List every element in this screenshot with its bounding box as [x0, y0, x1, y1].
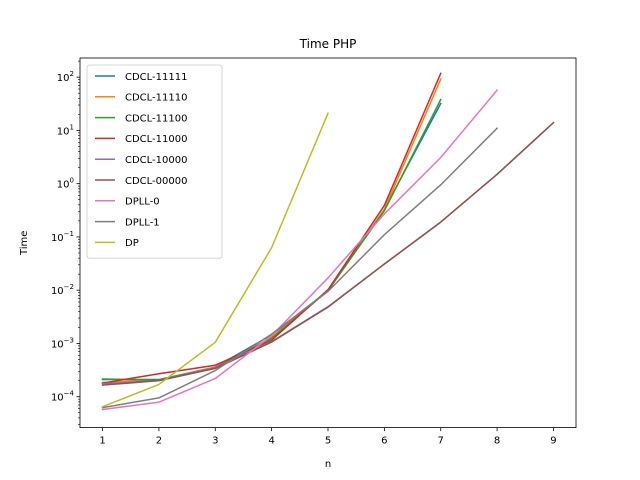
legend-label: CDCL-11111	[125, 72, 187, 83]
x-tick-label: 5	[325, 436, 331, 447]
legend-label: DP	[125, 238, 139, 249]
legend-label: CDCL-00000	[125, 176, 187, 187]
series-line-dpll-1	[101, 127, 499, 409]
x-tick-label: 3	[212, 436, 218, 447]
x-axis-ticks: 1 2 3 4 5 6 7 8 9	[99, 427, 557, 447]
legend-label: CDCL-11100	[125, 113, 187, 124]
legend-box	[86, 64, 223, 259]
x-tick-label: 8	[494, 436, 500, 447]
x-tick-label: 1	[99, 436, 105, 447]
legend-label: CDCL-11000	[125, 134, 187, 145]
y-axis-label: Time	[19, 231, 30, 256]
legend: CDCL-11111 CDCL-11110 CDCL-11100 CDCL-11000…	[86, 64, 223, 259]
x-tick-label: 7	[438, 436, 444, 447]
series-line-cdcl-11000	[101, 72, 442, 384]
series-line-dp	[101, 112, 329, 408]
x-tick-label: 9	[550, 436, 556, 447]
series-line-dpll-0	[101, 89, 499, 411]
series-lines	[101, 72, 555, 411]
legend-label: CDCL-11110	[125, 93, 187, 104]
legend-label: CDCL-10000	[125, 155, 187, 166]
legend-label: DPLL-1	[125, 217, 160, 228]
legend-label: DPLL-0	[125, 197, 160, 208]
series-line-cdcl-00000	[101, 121, 555, 386]
x-tick-label: 6	[381, 436, 387, 447]
x-axis-label: n	[325, 459, 331, 470]
x-tick-label: 2	[156, 436, 162, 447]
x-tick-label: 4	[268, 436, 274, 447]
chart-title: Time PHP	[299, 37, 357, 51]
